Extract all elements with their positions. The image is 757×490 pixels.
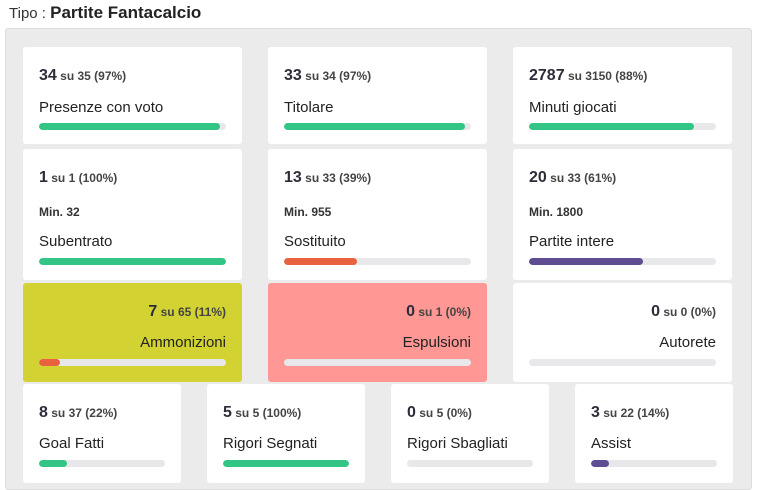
card-minutes: Min. 955 [284, 205, 332, 219]
progress-fill [39, 460, 67, 467]
card-detail: su 5 (0%) [419, 406, 472, 420]
card-detail: su 1 (100%) [51, 171, 118, 185]
progress-bar [529, 258, 716, 265]
progress-fill [39, 359, 60, 366]
card-label: Rigori Sbagliati [407, 435, 508, 452]
card-detail: su 35 (97%) [60, 69, 127, 83]
card-partite-intere: 20 su 33 (61%) Min. 1800 Partite intere [513, 149, 732, 280]
card-value: 0 [651, 303, 660, 320]
card-detail: su 34 (97%) [305, 69, 372, 83]
progress-bar [529, 123, 716, 130]
card-detail: su 5 (100%) [235, 406, 302, 420]
card-subentrato: 1 su 1 (100%) Min. 32 Subentrato [23, 149, 242, 280]
card-detail: su 33 (39%) [305, 171, 372, 185]
progress-bar [529, 359, 716, 366]
card-autorete: 0 su 0 (0%) Autorete [513, 283, 732, 382]
card-value: 0 [406, 303, 415, 320]
card-label: Assist [591, 435, 632, 452]
card-rigori-segnati: 5 su 5 (100%) Rigori Segnati [207, 384, 365, 483]
card-assist: 3 su 22 (14%) Assist [575, 384, 733, 483]
card-value: 7 [148, 303, 158, 320]
card-presenze: 34 su 35 (97%) Presenze con voto [23, 47, 242, 144]
progress-fill [529, 123, 694, 130]
card-label: Subentrato [39, 233, 113, 250]
card-label: Minuti giocati [529, 99, 617, 116]
card-detail: su 37 (22%) [51, 406, 118, 420]
progress-bar [284, 258, 471, 265]
progress-bar [407, 460, 533, 467]
card-rigori-sbagliati: 0 su 5 (0%) Rigori Sbagliati [391, 384, 549, 483]
card-detail: su 33 (61%) [550, 171, 617, 185]
progress-fill [39, 258, 226, 265]
card-label: Ammonizioni [140, 334, 226, 351]
card-goal-fatti: 8 su 37 (22%) Goal Fatti [23, 384, 181, 483]
card-label: Espulsioni [402, 334, 471, 351]
card-value: 33 [284, 67, 302, 84]
card-label: Presenze con voto [39, 99, 164, 116]
card-value: 20 [529, 169, 547, 186]
type-prefix: Tipo : [9, 5, 46, 22]
card-label: Rigori Segnati [223, 435, 318, 452]
card-detail: su 3150 (88%) [567, 69, 648, 83]
card-label: Sostituito [284, 233, 346, 250]
progress-bar [39, 258, 226, 265]
type-header: Tipo : Partite Fantacalcio [9, 3, 201, 23]
progress-bar [39, 359, 226, 366]
card-detail: su 65 (11%) [160, 305, 226, 319]
progress-bar [39, 460, 165, 467]
progress-fill [284, 258, 357, 265]
card-value: 13 [284, 169, 302, 186]
card-value: 3 [591, 404, 600, 421]
card-minutes: Min. 32 [39, 205, 80, 219]
progress-fill [529, 258, 644, 265]
card-value: 34 [39, 67, 57, 84]
card-ammonizioni: 7 su 65 (11%) Ammonizioni [23, 283, 242, 382]
progress-fill [591, 460, 609, 467]
progress-bar [591, 460, 717, 467]
progress-fill [223, 460, 349, 467]
card-label: Titolare [284, 99, 334, 116]
card-espulsioni: 0 su 1 (0%) Espulsioni [268, 283, 487, 382]
card-detail: su 22 (14%) [603, 406, 670, 420]
progress-fill [39, 123, 221, 130]
card-value: 1 [39, 169, 48, 186]
card-minutes: Min. 1800 [529, 205, 584, 219]
card-value: 0 [407, 404, 416, 421]
card-titolare: 33 su 34 (97%) Titolare [268, 47, 487, 144]
card-value: 8 [39, 404, 48, 421]
card-sostituito: 13 su 33 (39%) Min. 955 Sostituito [268, 149, 487, 280]
progress-bar [39, 123, 226, 130]
card-detail: su 1 (0%) [418, 305, 471, 319]
card-minuti: 2787 su 3150 (88%) Minuti giocati [513, 47, 732, 144]
progress-bar [284, 359, 471, 366]
progress-fill [284, 123, 466, 130]
card-label: Goal Fatti [39, 435, 105, 452]
card-label: Partite intere [529, 233, 615, 250]
progress-bar [223, 460, 349, 467]
progress-bar [284, 123, 471, 130]
card-label: Autorete [659, 334, 716, 351]
card-detail: su 0 (0%) [663, 305, 716, 319]
type-title: Partite Fantacalcio [50, 3, 202, 22]
card-value: 5 [223, 404, 232, 421]
card-value: 2787 [529, 67, 565, 84]
